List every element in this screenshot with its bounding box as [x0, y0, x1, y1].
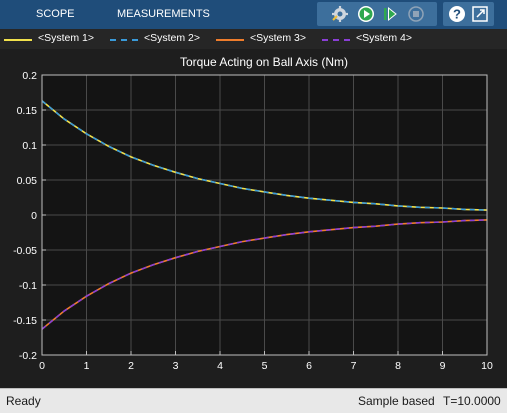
- y-tick-label: 0.15: [17, 105, 38, 117]
- configuration-gear-icon[interactable]: [331, 5, 349, 23]
- y-tick-label: 0: [31, 210, 37, 222]
- step-forward-icon[interactable]: [381, 5, 399, 23]
- legend-label: <System 3>: [250, 32, 307, 44]
- chart[interactable]: Torque Acting on Ball Axis (Nm) 0 1 2 3 4 5 6 7…: [0, 49, 507, 388]
- chart-title: Torque Acting on Ball Axis (Nm): [180, 55, 348, 69]
- x-tick-label: 3: [173, 360, 179, 372]
- axes: 0 1 2 3 4 5 6 7 8 9 10 0.2 0.15 0.1 0.05 0 -0.05 -0.1 -0.1…: [13, 70, 493, 372]
- sample-mode: Sample based: [358, 394, 435, 408]
- simulation-controls: [317, 2, 437, 26]
- x-tick-label: 4: [217, 360, 223, 372]
- legend-swatch: [110, 39, 138, 41]
- x-tick-label: 8: [395, 360, 401, 372]
- undock-icon[interactable]: [471, 5, 489, 23]
- y-tick-label: -0.1: [19, 280, 37, 292]
- help-icon[interactable]: ?: [448, 5, 466, 23]
- help-controls: ?: [443, 2, 494, 26]
- stop-icon[interactable]: [407, 5, 425, 23]
- legend-label: <System 2>: [144, 32, 201, 44]
- x-tick-label: 0: [39, 360, 45, 372]
- x-tick-label: 5: [262, 360, 268, 372]
- legend-label: <System 1>: [38, 32, 95, 44]
- scope-display: Torque Acting on Ball Axis (Nm) 0 1 2 3 4 5 6 7…: [0, 49, 507, 388]
- x-tick-label: 1: [84, 360, 90, 372]
- legend-swatch: [216, 39, 244, 41]
- toolstrip: SCOPE MEASUREMENTS ?: [0, 0, 507, 29]
- legend: <System 1> <System 2> <System 3> <System…: [0, 29, 507, 49]
- x-tick-label: 2: [128, 360, 134, 372]
- y-tick-label: -0.2: [19, 350, 37, 362]
- status-bar: Ready Sample based T=10.0000: [0, 388, 507, 413]
- status-text: Ready: [6, 394, 41, 408]
- y-tick-label: 0.05: [17, 175, 38, 187]
- x-tick-label: 7: [351, 360, 357, 372]
- tab-scope[interactable]: SCOPE: [36, 8, 75, 20]
- legend-swatch: [4, 39, 32, 41]
- legend-swatch: [322, 39, 350, 41]
- x-tick-label: 9: [440, 360, 446, 372]
- run-icon[interactable]: [357, 5, 375, 23]
- simulation-time: T=10.0000: [443, 394, 501, 408]
- tab-measurements[interactable]: MEASUREMENTS: [117, 8, 210, 20]
- x-tick-label: 10: [481, 360, 493, 372]
- series-line-system-2: [41, 100, 488, 211]
- svg-text:?: ?: [453, 7, 461, 22]
- y-tick-label: -0.05: [13, 245, 37, 257]
- x-tick-label: 6: [306, 360, 312, 372]
- series-group: [41, 100, 488, 330]
- y-tick-label: -0.15: [13, 315, 37, 327]
- y-tick-label: 0.1: [22, 140, 37, 152]
- y-tick-label: 0.2: [22, 70, 37, 82]
- legend-label: <System 4>: [356, 32, 413, 44]
- series-line-system-4: [41, 219, 488, 330]
